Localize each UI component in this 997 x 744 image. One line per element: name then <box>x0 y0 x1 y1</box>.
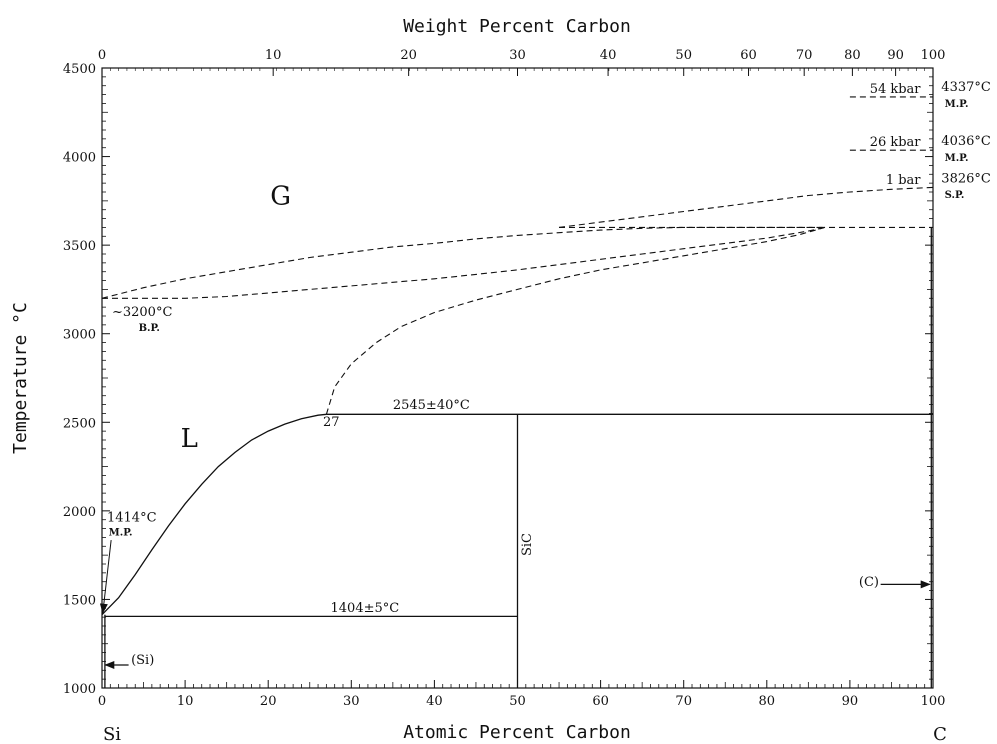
annotation-label: 27 <box>323 415 340 430</box>
x-bottom-tick-label: 80 <box>759 694 776 709</box>
dashed-boundary-line <box>325 226 826 415</box>
y-tick-label: 2000 <box>63 505 96 520</box>
x-bottom-tick-label: 60 <box>592 694 609 709</box>
dashed-boundary-line <box>101 226 825 299</box>
bottom-axis-label: Atomic Percent Carbon <box>403 722 631 743</box>
annotation-label: (C) <box>859 575 879 590</box>
y-tick-label: 4500 <box>63 62 96 77</box>
annotation-label: 3826°C <box>941 171 991 186</box>
x-top-tick-label: 60 <box>740 48 757 63</box>
y-tick-label: 1500 <box>63 593 96 608</box>
right-end-label: C <box>933 724 947 744</box>
x-bottom-tick-label: 10 <box>177 694 194 709</box>
annotation-label: 26 kbar <box>870 135 922 150</box>
annotation-label: 4036°C <box>941 134 991 149</box>
y-tick-label: 3500 <box>63 239 96 254</box>
annotation-label: (Si) <box>131 653 154 668</box>
y-tick-label: 1000 <box>63 682 96 697</box>
annotation-label: 54 kbar <box>870 82 922 97</box>
annotation-label: 2545±40°C <box>393 398 470 413</box>
x-bottom-tick-label: 50 <box>509 694 526 709</box>
x-top-tick-label: 80 <box>844 48 861 63</box>
x-top-tick-label: 40 <box>600 48 617 63</box>
x-top-tick-label: 90 <box>887 48 904 63</box>
annotation-label: B.P. <box>139 323 160 334</box>
annotation-label: L <box>181 424 198 454</box>
x-top-tick-label: 20 <box>400 48 417 63</box>
y-tick-label: 4000 <box>63 151 96 166</box>
annotation-label: M.P. <box>945 153 969 164</box>
annotation-label: 1414°C <box>107 510 157 525</box>
x-top-tick-label: 50 <box>675 48 692 63</box>
annotation-label: SiC <box>520 533 535 556</box>
annotation-label: M.P. <box>945 99 969 110</box>
dashed-boundary-line <box>558 186 934 228</box>
x-top-tick-label: 0 <box>98 48 106 63</box>
x-top-tick-label: 30 <box>509 48 526 63</box>
left-end-label: Si <box>103 724 121 744</box>
annotations: G L ~3200°C B.P. 27 2545±40°C 1404±5°C 1414°C M.… <box>107 80 991 668</box>
x-bottom-tick-label: 30 <box>343 694 360 709</box>
x-top-tick-label: 10 <box>265 48 282 63</box>
y-tick-label: 2500 <box>63 416 96 431</box>
x-top-tick-label: 70 <box>796 48 813 63</box>
x-bottom-tick-label: 70 <box>675 694 692 709</box>
x-bottom-tick-label: 20 <box>260 694 277 709</box>
y-tick-label: 3000 <box>63 328 96 343</box>
axis-ticks: 0 10 20 30 40 50 60 70 80 90 1000 10 20 30 40 50 60 70 80 9… <box>63 48 946 709</box>
x-top-tick-label: 100 <box>921 48 946 63</box>
solid-boundary-line <box>101 413 327 616</box>
x-bottom-tick-label: 90 <box>842 694 859 709</box>
arrows <box>99 540 931 669</box>
annotation-label: 4337°C <box>941 80 991 95</box>
dashed-boundary-line <box>102 226 826 299</box>
x-bottom-tick-label: 0 <box>98 694 106 709</box>
si-mp-leader <box>99 540 112 614</box>
x-bottom-tick-label: 100 <box>921 694 946 709</box>
annotation-label: 1 bar <box>886 173 921 188</box>
annotation-label: ~3200°C <box>112 305 172 320</box>
annotation-label: S.P. <box>945 190 965 201</box>
top-axis-label: Weight Percent Carbon <box>403 16 631 37</box>
annotation-label: M.P. <box>109 528 133 539</box>
phase-boundaries <box>101 96 934 688</box>
annotation-label: 1404±5°C <box>331 601 400 616</box>
x-bottom-tick-label: 40 <box>426 694 443 709</box>
y-axis-label: Temperature °C <box>10 302 31 454</box>
annotation-label: G <box>270 181 291 211</box>
